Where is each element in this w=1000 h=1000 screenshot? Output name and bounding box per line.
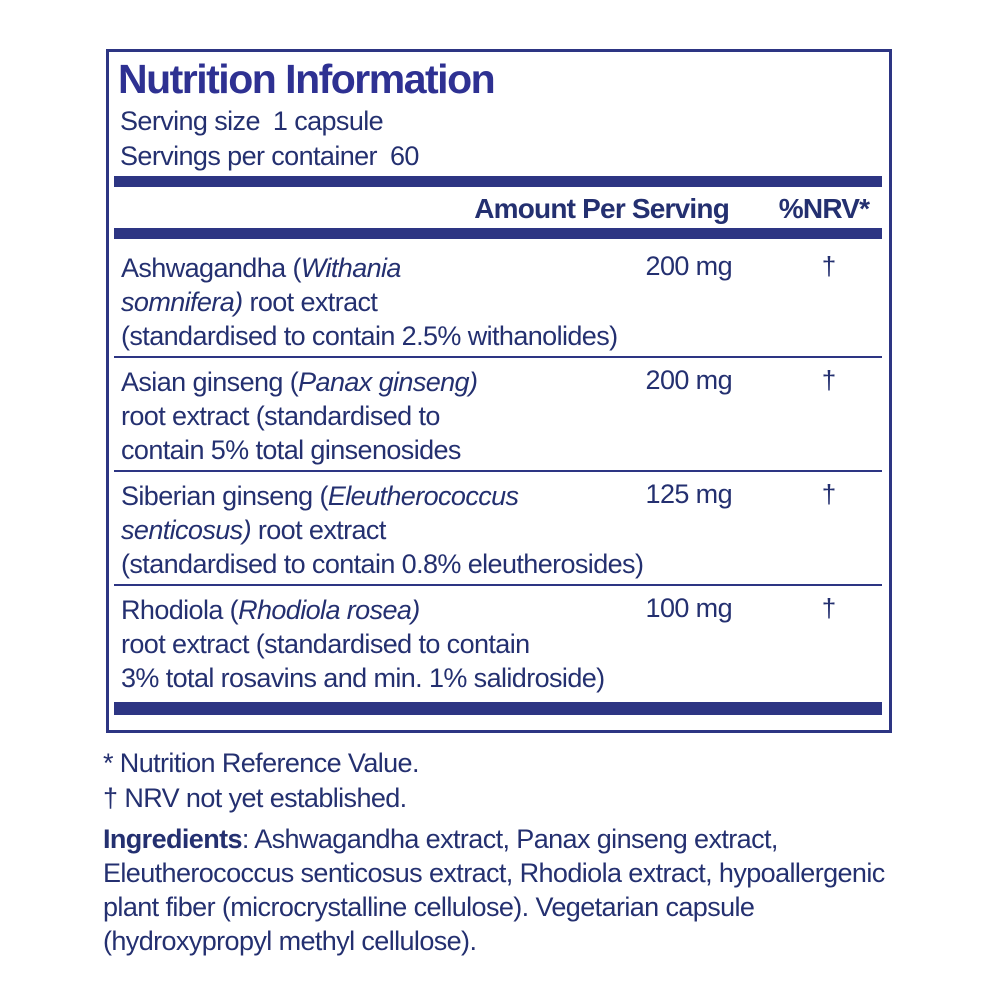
ingredient-nrv: † [821, 365, 837, 395]
ingredient-rows: Ashwagandha (Withania somnifera) root ext… [114, 244, 882, 698]
dagger-footnote: † NRV not yet established. [103, 783, 407, 813]
thick-rule-top [114, 176, 882, 187]
ingredient-row: Ashwagandha (Withania somnifera) root ext… [114, 244, 882, 356]
ingredient-name: Rhodiola (Rhodiola rosea) root extract (s… [121, 595, 605, 693]
ingredient-row: Rhodiola (Rhodiola rosea) root extract (s… [114, 584, 882, 698]
nrv-footnote: * Nutrition Reference Value. [103, 748, 419, 778]
servings-per-container-value: 60 [389, 141, 419, 171]
ingredient-name: Siberian ginseng (Eleutherococcus sentico… [121, 481, 644, 579]
thick-rule-header [114, 228, 882, 239]
ingredient-row: Asian ginseng (Panax ginseng) root extrac… [114, 356, 882, 470]
serving-size-label: Serving size [120, 106, 260, 136]
ingredient-amount: 200 mg [645, 365, 733, 395]
thick-rule-bottom [114, 702, 882, 715]
servings-per-container-label: Servings per container [120, 141, 378, 171]
ingredient-row: Siberian ginseng (Eleutherococcus sentico… [114, 470, 882, 584]
ingredient-nrv: † [821, 251, 837, 281]
footnotes-section: * Nutrition Reference Value. † NRV not y… [103, 746, 963, 958]
ingredient-nrv: † [821, 593, 837, 623]
ingredient-amount: 125 mg [645, 479, 733, 509]
ingredient-name: Asian ginseng (Panax ginseng) root extrac… [121, 367, 478, 465]
ingredient-name: Ashwagandha (Withania somnifera) root ext… [121, 253, 618, 351]
nrv-column-header: %NRV* [778, 193, 870, 224]
ingredient-nrv: † [821, 479, 837, 509]
serving-size-value: 1 capsule [272, 106, 384, 136]
nutrition-panel: Nutrition Information Serving size 1 caps… [106, 49, 892, 733]
ingredients-paragraph: Ingredients: Ashwagandha extract, Panax … [103, 824, 885, 956]
serving-size-line: Serving size 1 capsule [120, 104, 384, 138]
ingredient-amount: 100 mg [645, 593, 733, 623]
ingredient-amount: 200 mg [645, 251, 733, 281]
servings-per-container-line: Servings per container 60 [120, 139, 419, 173]
panel-title: Nutrition Information [118, 56, 496, 102]
amount-column-header: Amount Per Serving [474, 193, 730, 224]
